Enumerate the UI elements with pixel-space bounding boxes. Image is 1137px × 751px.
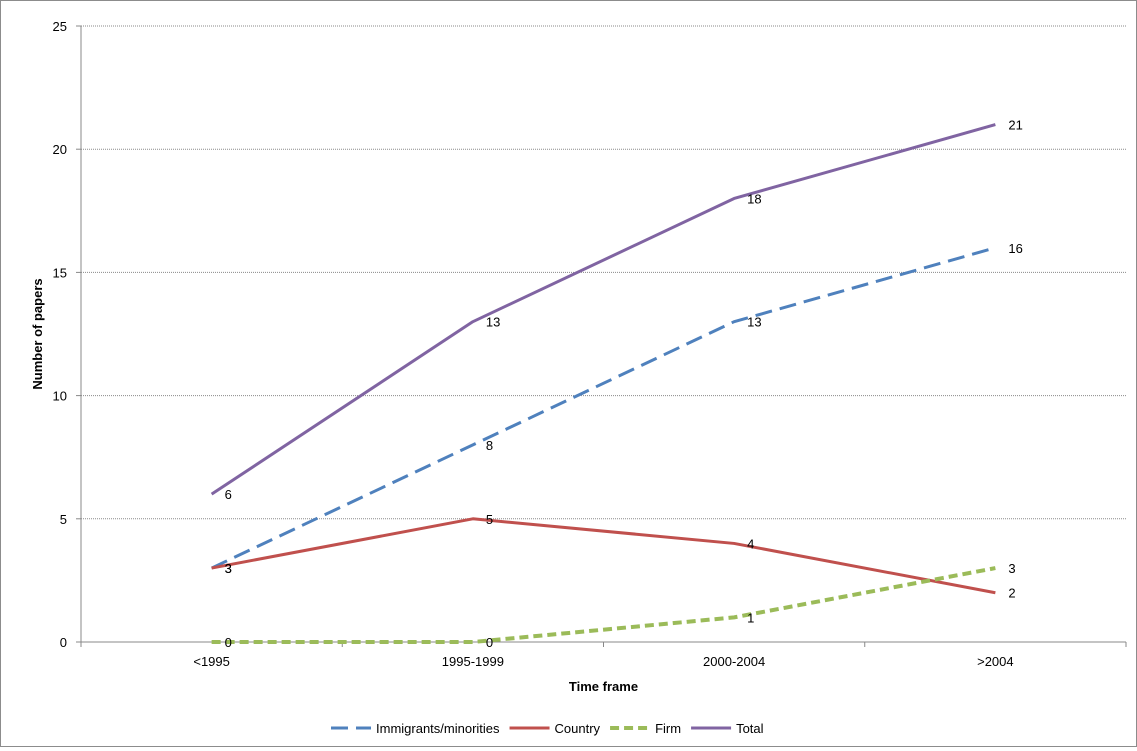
- y-tick-label: 0: [60, 635, 67, 650]
- series-line-immigrants-minorities: [210, 246, 996, 570]
- y-tick-label: 5: [60, 512, 67, 527]
- series-line-country: [211, 517, 996, 595]
- data-label-immigrants-minorities: 3: [225, 561, 232, 576]
- legend: Immigrants/minorities Country Firm Total: [331, 721, 764, 736]
- x-tick-label: 1995-1999: [442, 654, 504, 669]
- legend-label: Country: [555, 721, 601, 736]
- legend-item-firm: Firm: [610, 721, 681, 736]
- data-label-firm: 0: [486, 635, 493, 650]
- legend-label: Immigrants/minorities: [376, 721, 500, 736]
- legend-item-country: Country: [509, 721, 601, 736]
- data-label-firm: 1: [747, 610, 754, 625]
- legend-item-immigrants-minorities: Immigrants/minorities: [331, 721, 500, 736]
- x-tick-label: 2000-2004: [703, 654, 765, 669]
- y-tick-label: 15: [53, 265, 67, 280]
- y-axis-title: Number of papers: [30, 278, 45, 389]
- gridlines: [81, 25, 1126, 520]
- x-tick-label: >2004: [977, 654, 1014, 669]
- x-tick-labels: <1995 1995-1999 2000-2004 >2004: [193, 654, 1013, 669]
- data-label-immigrants-minorities: 16: [1008, 241, 1022, 256]
- data-label-total: 6: [225, 487, 232, 502]
- y-tick-labels: 0 5 10 15 20 25: [53, 19, 67, 650]
- legend-label: Total: [736, 721, 764, 736]
- series-line-firm: [211, 566, 996, 644]
- data-label-firm: 3: [1008, 561, 1015, 576]
- data-label-country: 4: [747, 536, 754, 551]
- legend-item-total: Total: [691, 721, 764, 736]
- y-tick-label: 20: [53, 142, 67, 157]
- data-label-country: 3: [225, 561, 232, 576]
- data-label-immigrants-minorities: 8: [486, 438, 493, 453]
- data-label-firm: 0: [225, 635, 232, 650]
- series-line-total: [210, 123, 996, 496]
- legend-label: Firm: [655, 721, 681, 736]
- data-label-total: 13: [486, 315, 500, 330]
- data-label-immigrants-minorities: 13: [747, 315, 761, 330]
- y-tick-label: 10: [53, 389, 67, 404]
- y-tick-label: 25: [53, 19, 67, 34]
- axes: [76, 25, 1127, 647]
- data-label-country: 2: [1008, 586, 1015, 601]
- data-label-total: 21: [1008, 118, 1022, 133]
- data-label-total: 18: [747, 191, 761, 206]
- x-tick-label: <1995: [193, 654, 230, 669]
- data-label-country: 5: [486, 512, 493, 527]
- x-axis-title: Time frame: [569, 679, 638, 694]
- series-lines: [210, 123, 996, 644]
